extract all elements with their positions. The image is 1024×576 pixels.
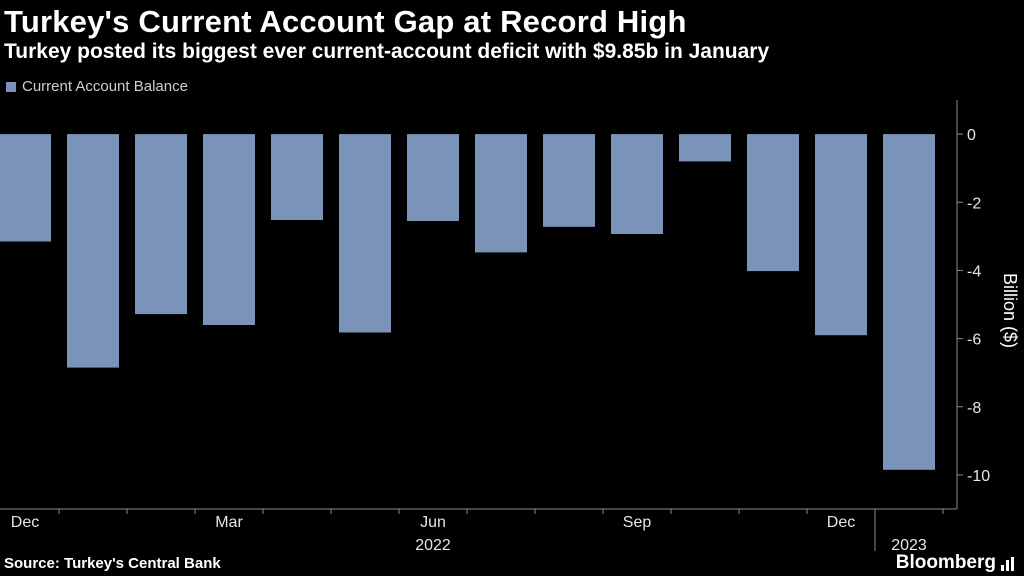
x-tick-label: Mar <box>215 514 243 531</box>
source-note: Source: Turkey's Central Bank <box>4 555 221 572</box>
bar-mar-2022 <box>203 134 255 325</box>
x-tick-label: Dec <box>11 514 39 531</box>
legend-swatch <box>6 81 16 92</box>
y-tick-label: 0 <box>967 127 976 144</box>
chart-subtitle: Turkey posted its biggest ever current-a… <box>4 40 770 63</box>
bar-jan-2022 <box>67 134 119 368</box>
y-tick-label: -10 <box>967 468 990 485</box>
brand-logo-text: Bloomberg <box>895 552 996 573</box>
x-tick-label: Dec <box>827 514 855 531</box>
x-year-label: 2022 <box>415 537 451 554</box>
x-year-label: 2023 <box>891 537 927 554</box>
x-tick-label: Jun <box>420 514 446 531</box>
x-tick-label: Sep <box>623 514 652 531</box>
bar-dec-2022 <box>815 134 867 336</box>
y-axis-title: Billion ($) <box>1000 273 1020 348</box>
bar-jun-2022 <box>407 134 459 221</box>
bloomberg-mark-icon <box>1001 557 1014 571</box>
bar-jul-2022 <box>475 134 527 253</box>
bar-jan-2023 <box>883 134 935 470</box>
bar-nov-2022 <box>747 134 799 272</box>
bar-may-2022 <box>339 134 391 333</box>
bar-apr-2022 <box>271 134 323 220</box>
bar-feb-2022 <box>135 134 187 315</box>
y-tick-label: -6 <box>967 332 981 349</box>
legend: Current Account Balance <box>6 78 188 95</box>
y-tick-label: -2 <box>967 195 981 212</box>
bar-dec-2021 <box>0 134 51 242</box>
legend-label: Current Account Balance <box>22 78 188 95</box>
chart-title: Turkey's Current Account Gap at Record H… <box>4 4 687 39</box>
y-tick-label: -4 <box>967 263 981 280</box>
y-tick-label: -8 <box>967 400 981 417</box>
bar-sep-2022 <box>611 134 663 234</box>
bar-aug-2022 <box>543 134 595 227</box>
bar-oct-2022 <box>679 134 731 162</box>
